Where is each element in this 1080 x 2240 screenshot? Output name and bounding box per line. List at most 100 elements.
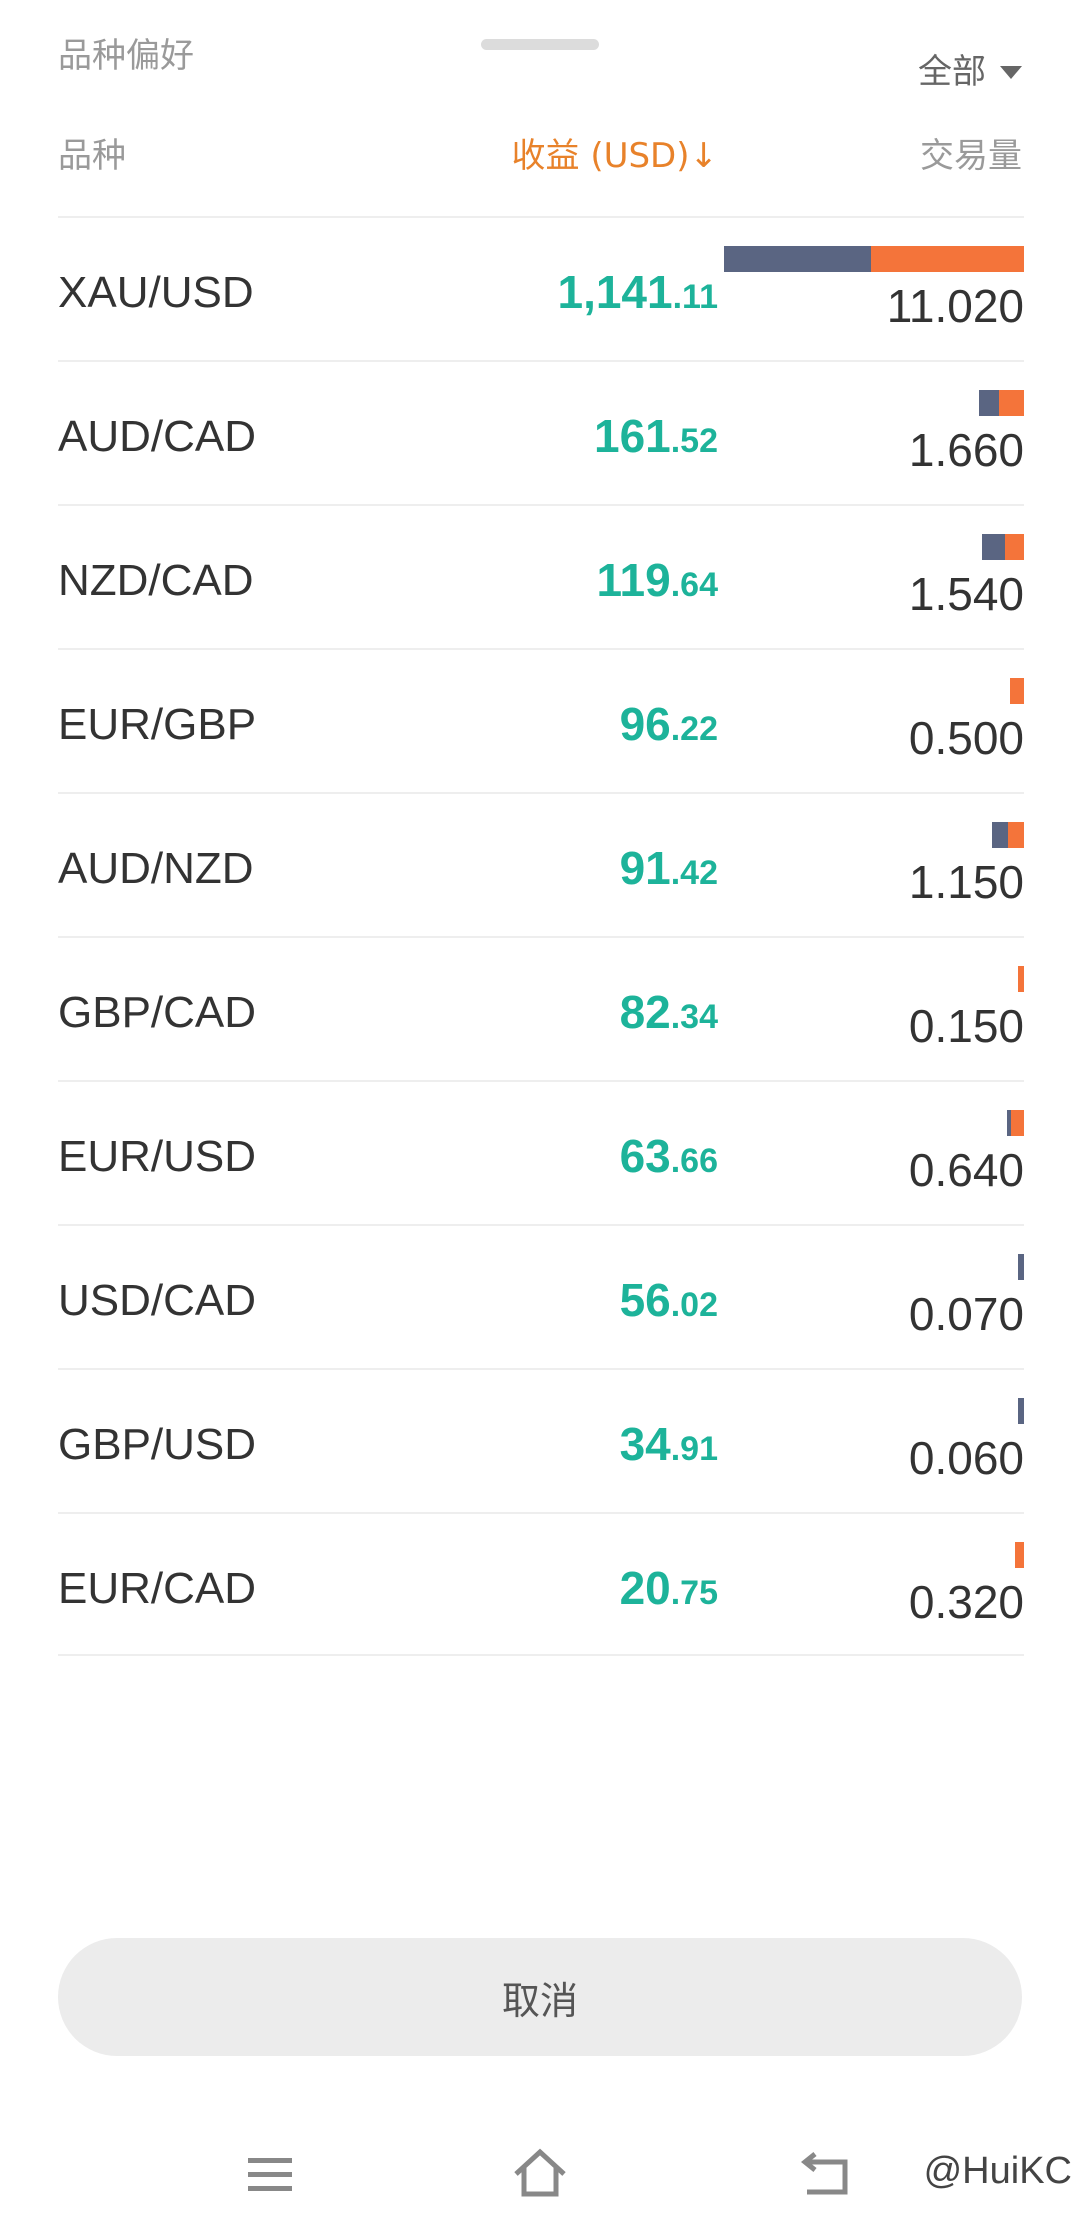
table-row[interactable]: AUD/CAD 161.52 1.660 (58, 360, 1024, 504)
symbol-label: GBP/USD (58, 1420, 257, 1469)
volume-bar-sell (1005, 534, 1024, 560)
volume-value: 1.150 (908, 856, 1024, 908)
table-row[interactable]: GBP/CAD 82.34 0.150 (58, 936, 1024, 1080)
table-row[interactable]: EUR/USD 63.66 0.640 (58, 1080, 1024, 1224)
volume-value: 0.320 (908, 1576, 1024, 1628)
volume-bar (1018, 1254, 1024, 1280)
profit-integer: 96 (619, 698, 671, 750)
volume-bar (1018, 1398, 1024, 1424)
table-row[interactable]: XAU/USD 1,141.11 11.020 (58, 216, 1024, 360)
profit-decimal: .42 (670, 854, 718, 892)
profit-integer: 82 (619, 986, 671, 1038)
profit-integer: 1,141 (557, 266, 673, 318)
symbol-label: AUD/CAD (58, 412, 257, 461)
symbol-label: EUR/CAD (58, 1564, 257, 1613)
volume-bar (1007, 1110, 1024, 1136)
home-icon[interactable] (510, 2144, 570, 2204)
table-row[interactable]: EUR/GBP 96.22 0.500 (58, 648, 1024, 792)
profit-integer: 56 (619, 1274, 671, 1326)
profit-integer: 161 (593, 410, 671, 462)
table-row[interactable]: NZD/CAD 119.64 1.540 (58, 504, 1024, 648)
volume-value: 0.060 (908, 1432, 1024, 1484)
profit-decimal: .34 (670, 998, 718, 1036)
volume-bar (992, 822, 1024, 848)
table-row[interactable]: USD/CAD 56.02 0.070 (58, 1224, 1024, 1368)
profit-decimal: .11 (672, 278, 718, 316)
symbol-label: EUR/GBP (58, 700, 257, 749)
profit-value: 1,141.11 (557, 266, 718, 330)
caret-down-icon (1000, 65, 1022, 79)
profit-value: 161.52 (594, 410, 718, 474)
table-row[interactable]: GBP/USD 34.91 0.060 (58, 1368, 1024, 1512)
volume-bar-sell (871, 246, 1024, 272)
volume-bar (1010, 678, 1024, 704)
column-header-symbol[interactable]: 品种 (58, 136, 126, 176)
symbol-label: EUR/USD (58, 1132, 257, 1181)
back-icon[interactable] (795, 2144, 855, 2204)
profit-value: 63.66 (620, 1130, 718, 1194)
volume-bar-buy (1007, 1110, 1011, 1136)
volume-bar-sell (1008, 822, 1024, 848)
column-header-volume[interactable]: 交易量 (920, 136, 1022, 176)
system-navbar (0, 2130, 1080, 2220)
volume-value: 1.540 (908, 568, 1024, 620)
profit-value: 119.64 (597, 554, 718, 618)
symbol-label: XAU/USD (58, 268, 254, 317)
volume-bar-sell (1015, 1542, 1024, 1568)
volume-bar-sell (999, 390, 1024, 416)
volume-value: 0.150 (908, 1000, 1024, 1052)
volume-bar-sell (1011, 1110, 1024, 1136)
volume-bar-buy (992, 822, 1008, 848)
volume-bar-buy (982, 534, 1005, 560)
profit-decimal: .64 (670, 566, 718, 604)
profit-integer: 63 (619, 1130, 671, 1182)
profit-decimal: .66 (670, 1142, 718, 1180)
profit-value: 82.34 (620, 986, 718, 1050)
filter-label: 全部 (918, 52, 986, 92)
volume-bar-buy (724, 246, 871, 272)
profit-value: 96.22 (620, 698, 718, 762)
profit-value: 20.75 (620, 1562, 718, 1626)
symbol-label: USD/CAD (58, 1276, 257, 1325)
profit-value: 91.42 (620, 842, 718, 906)
symbol-label: NZD/CAD (58, 556, 254, 605)
volume-bar (724, 246, 1024, 272)
volume-value: 1.660 (908, 424, 1024, 476)
volume-value: 0.500 (908, 712, 1024, 764)
profit-decimal: .02 (670, 1286, 718, 1324)
profit-integer: 91 (619, 842, 671, 894)
profit-decimal: .22 (670, 710, 718, 748)
profit-value: 56.02 (620, 1274, 718, 1338)
drag-handle[interactable] (481, 39, 599, 50)
volume-bar (982, 534, 1024, 560)
symbol-table: XAU/USD 1,141.11 11.020 AUD/CAD 161.52 1.660 N… (58, 216, 1024, 1656)
watermark: @HuiKC (923, 2150, 1072, 2192)
volume-bar-buy (1018, 1254, 1024, 1280)
volume-value: 0.070 (908, 1288, 1024, 1340)
profit-decimal: .91 (670, 1430, 718, 1468)
volume-bar-sell (1018, 966, 1024, 992)
table-row[interactable]: EUR/CAD 20.75 0.320 (58, 1512, 1024, 1656)
menu-icon[interactable] (240, 2144, 300, 2204)
profit-value: 34.91 (620, 1418, 718, 1482)
column-header-profit[interactable]: 收益 (USD)↓ (511, 136, 718, 176)
symbol-label: GBP/CAD (58, 988, 257, 1037)
volume-bar (1018, 966, 1024, 992)
profit-integer: 34 (619, 1418, 671, 1470)
volume-bar (979, 390, 1024, 416)
volume-bar-sell (1010, 678, 1024, 704)
filter-dropdown[interactable]: 全部 (918, 52, 1022, 92)
volume-bar-buy (979, 390, 999, 416)
volume-value: 11.020 (886, 280, 1024, 332)
symbol-label: AUD/NZD (58, 844, 254, 893)
volume-bar-buy (1018, 1398, 1024, 1424)
sheet-title: 品种偏好 (58, 36, 194, 76)
cancel-button[interactable]: 取消 (58, 1938, 1022, 2056)
profit-integer: 119 (596, 554, 671, 606)
profit-decimal: .52 (670, 422, 718, 460)
profit-integer: 20 (619, 1562, 671, 1614)
volume-value: 0.640 (908, 1144, 1024, 1196)
volume-bar (1015, 1542, 1024, 1568)
table-row[interactable]: AUD/NZD 91.42 1.150 (58, 792, 1024, 936)
